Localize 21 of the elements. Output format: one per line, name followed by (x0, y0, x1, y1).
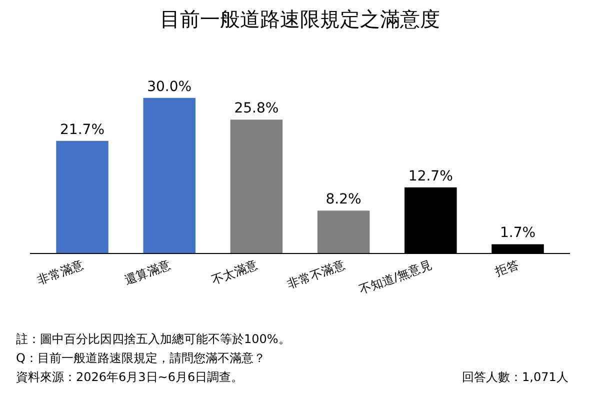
data-label: 25.8% (234, 100, 279, 117)
source-note: 資料來源：2026年6月3日~6月6日調查。 (16, 370, 244, 384)
bar (230, 120, 283, 253)
x-tick-label: 不知道/無意見 (357, 258, 434, 297)
x-tick-label: 還算滿意 (122, 258, 172, 288)
data-label: 21.7% (60, 122, 104, 138)
data-label: 1.7% (500, 225, 536, 242)
text: 註：圖中百分比因四捨五入加總可能不等於100%。 (16, 332, 290, 346)
x-tick-label: 拒答 (492, 258, 521, 280)
x-tick-label: 不太滿意 (210, 258, 260, 288)
data-label: 8.2% (326, 192, 362, 208)
x-tick-label: 非常不滿意 (285, 258, 347, 292)
bar (317, 210, 370, 253)
data-label: 12.7% (408, 168, 453, 184)
text: Q：目前一般道路速限規定，請問您滿不滿意？ (16, 351, 266, 365)
text: 回答人數：1,071人 (462, 370, 568, 384)
x-tick-label: 非常滿意 (35, 258, 86, 288)
bar (56, 140, 108, 253)
chart-title: 目前一般道路速限規定之滿意度 (160, 6, 440, 31)
data-label: 30.0% (147, 78, 192, 95)
bar (143, 98, 196, 253)
